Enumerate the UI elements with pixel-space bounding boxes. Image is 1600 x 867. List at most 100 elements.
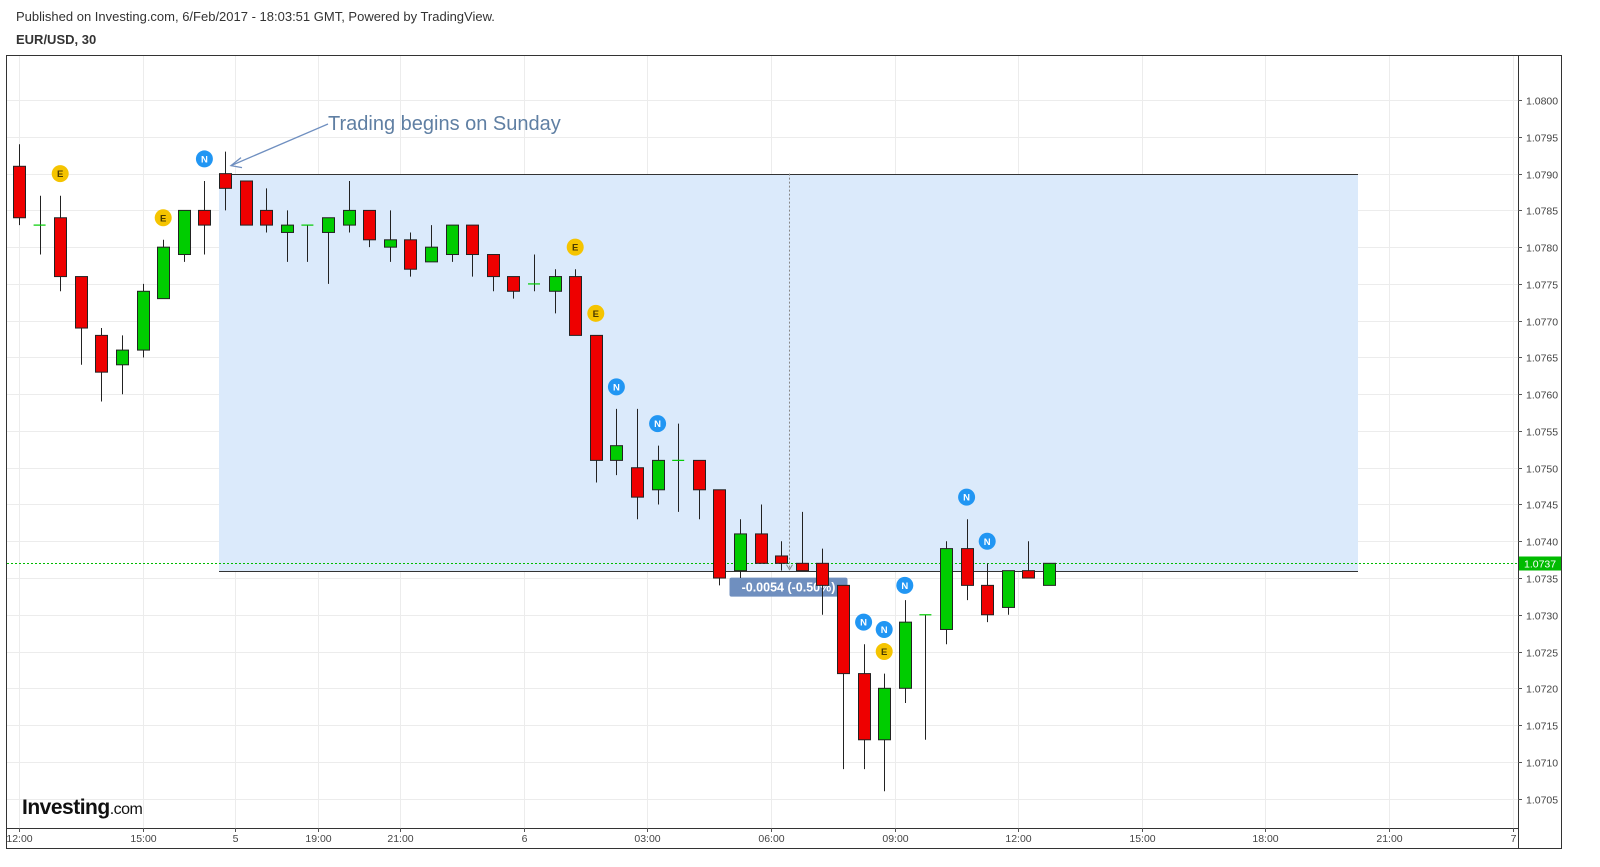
- y-tick-label: 1.0720: [1526, 684, 1558, 696]
- candle[interactable]: [425, 225, 438, 263]
- candle[interactable]: [260, 188, 273, 233]
- event-letter: N: [201, 154, 208, 165]
- candle[interactable]: [981, 563, 994, 623]
- candle-body: [137, 290, 150, 351]
- news-event-marker[interactable]: N: [958, 488, 976, 506]
- news-event-marker[interactable]: N: [875, 620, 893, 638]
- candle[interactable]: [899, 600, 912, 704]
- time-axis[interactable]: 12:00 15:00 5 19:00 21:00 6 03:00 06:00 09:00 12:…: [6, 828, 1518, 845]
- news-event-marker[interactable]: N: [607, 378, 625, 396]
- x-tick-label: 15:00: [1129, 833, 1155, 845]
- candle[interactable]: [198, 180, 211, 255]
- candle[interactable]: [528, 254, 540, 292]
- candle[interactable]: [466, 224, 479, 277]
- candle[interactable]: [569, 269, 582, 336]
- candle[interactable]: [404, 232, 417, 277]
- candle-body: [1043, 562, 1056, 586]
- event-badge: [958, 488, 976, 506]
- economic-event-marker[interactable]: E: [566, 238, 584, 256]
- y-tick-label: 1.0770: [1526, 317, 1558, 329]
- candle[interactable]: [157, 239, 170, 300]
- economic-event-marker[interactable]: E: [154, 209, 172, 227]
- candle-body: [219, 173, 232, 189]
- news-event-marker[interactable]: N: [896, 576, 914, 594]
- candle[interactable]: [137, 283, 150, 358]
- x-tick-label: 09:00: [882, 833, 908, 845]
- candle[interactable]: [940, 541, 953, 645]
- candle[interactable]: [858, 644, 871, 770]
- candle[interactable]: [33, 195, 46, 255]
- candles-group[interactable]: [13, 144, 1056, 792]
- candle[interactable]: [1043, 562, 1056, 586]
- y-tick-label: 1.0745: [1526, 500, 1558, 512]
- candle[interactable]: [796, 511, 809, 572]
- candle[interactable]: [755, 504, 768, 564]
- candle[interactable]: [878, 673, 891, 792]
- candle[interactable]: [487, 254, 500, 292]
- candle-body: [734, 533, 747, 572]
- candle-body: [404, 239, 417, 270]
- y-tick-label: 1.0790: [1526, 170, 1558, 182]
- x-tick-label: 19:00: [305, 833, 331, 845]
- candle[interactable]: [322, 217, 335, 284]
- candle[interactable]: [713, 489, 726, 586]
- event-letter: N: [963, 493, 970, 504]
- candle[interactable]: [95, 328, 108, 402]
- candle-body: [1002, 570, 1015, 608]
- candle-body: [95, 334, 108, 373]
- candle[interactable]: [363, 209, 376, 248]
- economic-event-marker[interactable]: E: [875, 643, 893, 661]
- candle-body: [961, 548, 974, 586]
- y-tick-label: 1.0715: [1526, 721, 1558, 733]
- candle-body: [693, 459, 706, 491]
- candle[interactable]: [1002, 570, 1015, 615]
- candle[interactable]: [178, 209, 191, 262]
- candle[interactable]: [301, 224, 314, 262]
- candle[interactable]: [507, 276, 520, 299]
- candle[interactable]: [281, 210, 294, 262]
- y-tick-label: 1.0785: [1526, 206, 1558, 218]
- news-event-marker[interactable]: N: [195, 150, 213, 168]
- event-letter: E: [572, 243, 578, 254]
- candle[interactable]: [590, 334, 603, 483]
- x-tick-label: 5: [233, 833, 239, 845]
- candle[interactable]: [116, 335, 129, 395]
- candle[interactable]: [610, 408, 623, 476]
- candle[interactable]: [693, 459, 706, 520]
- candle[interactable]: [672, 423, 685, 512]
- candle[interactable]: [631, 408, 644, 520]
- candle[interactable]: [54, 195, 67, 292]
- candle[interactable]: [1022, 541, 1035, 579]
- news-event-marker[interactable]: N: [649, 415, 667, 433]
- candle-body: [878, 687, 891, 741]
- candle[interactable]: [240, 180, 253, 226]
- price-axis[interactable]: 1.0705 1.0710 1.0715 1.0720 1.0725 1.0730 1.07…: [1518, 56, 1561, 848]
- candle[interactable]: [734, 519, 747, 579]
- candle[interactable]: [816, 548, 829, 615]
- candle[interactable]: [549, 269, 562, 314]
- candle-body: [178, 209, 191, 256]
- candle[interactable]: [837, 584, 850, 770]
- news-event-marker[interactable]: N: [855, 613, 873, 631]
- candle[interactable]: [219, 151, 232, 211]
- candle[interactable]: [775, 541, 788, 571]
- candle[interactable]: [919, 614, 932, 740]
- candle[interactable]: [652, 445, 665, 505]
- economic-event-marker[interactable]: E: [51, 165, 69, 183]
- candle-body: [507, 276, 520, 292]
- economic-event-marker[interactable]: E: [587, 304, 605, 322]
- news-event-marker[interactable]: N: [978, 532, 996, 550]
- candle-body: [796, 562, 809, 572]
- candle-body: [940, 548, 953, 630]
- candle[interactable]: [13, 144, 26, 226]
- candle[interactable]: [384, 210, 397, 262]
- candle[interactable]: [343, 180, 356, 233]
- candle[interactable]: [75, 276, 88, 365]
- candle[interactable]: [961, 519, 974, 601]
- candle-body: [775, 555, 788, 564]
- chart-border: [6, 55, 1562, 849]
- event-badge: [649, 415, 667, 433]
- candle[interactable]: [446, 224, 459, 262]
